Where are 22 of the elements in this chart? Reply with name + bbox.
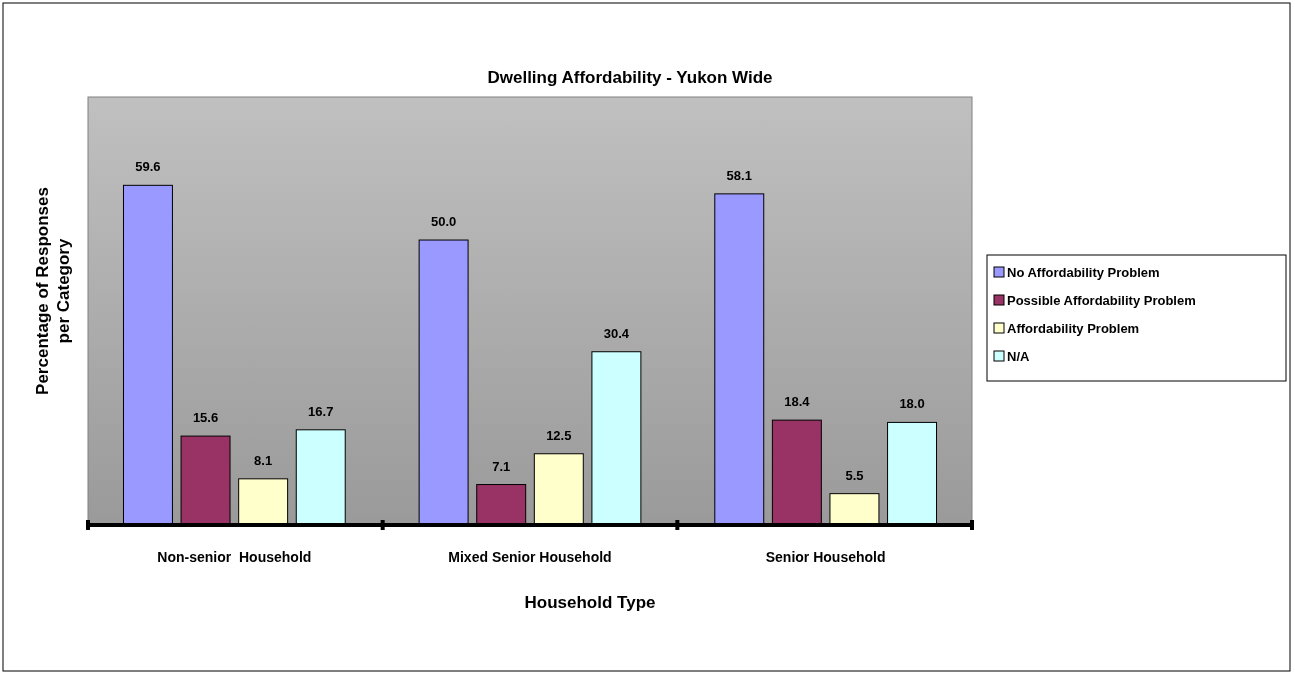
data-label: 58.1 xyxy=(726,167,752,183)
data-label: 18.4 xyxy=(784,394,811,410)
data-label: 59.6 xyxy=(135,159,161,175)
data-label: 50.0 xyxy=(430,214,457,230)
data-label: 18.0 xyxy=(899,396,925,412)
data-label: 7.1 xyxy=(492,458,511,474)
legend-label: Possible Affordability Problem xyxy=(1007,293,1196,308)
legend-label: N/A xyxy=(1007,349,1030,364)
data-label: 5.5 xyxy=(845,467,864,483)
x-tick-label: Non-senior Household xyxy=(157,549,312,565)
y-axis-title: Percentage of Responses per Category xyxy=(33,187,73,395)
data-label: 16.7 xyxy=(308,403,334,419)
chart-title: Dwelling Affordability - Yukon Wide xyxy=(487,68,773,87)
data-label: 8.1 xyxy=(254,452,273,468)
data-label: 15.6 xyxy=(192,410,219,426)
legend-label: No Affordability Problem xyxy=(1007,265,1160,280)
legend-label: Affordability Problem xyxy=(1007,321,1140,336)
data-label: 12.5 xyxy=(546,427,572,443)
x-tick-label: Senior Household xyxy=(765,549,886,565)
data-label: 30.4 xyxy=(603,325,630,341)
x-tick-label: Mixed Senior Household xyxy=(448,549,612,565)
x-axis-title: Household Type xyxy=(524,593,656,612)
